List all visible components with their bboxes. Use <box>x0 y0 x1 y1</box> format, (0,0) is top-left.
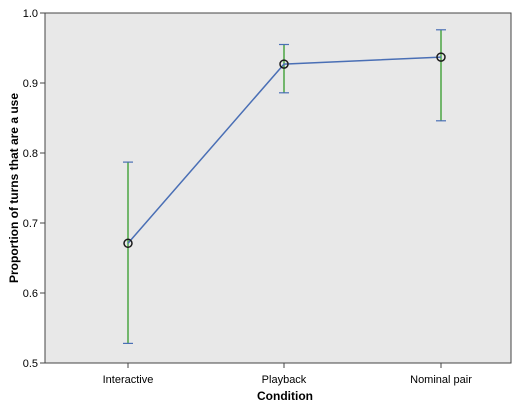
markers <box>123 52 446 249</box>
y-tick-label: 0.8 <box>23 148 38 160</box>
y-tick-label: 0.5 <box>23 358 38 370</box>
y-tick-label: 0.6 <box>23 288 38 300</box>
y-axis: 0.5 0.6 0.7 0.8 0.9 1.0 <box>23 8 45 370</box>
x-axis-title: Condition <box>257 389 313 403</box>
x-tick-label: Nominal pair <box>410 374 472 386</box>
y-tick-label: 0.9 <box>23 78 38 90</box>
mean-marker <box>279 59 289 69</box>
x-tick-label: Playback <box>262 374 307 386</box>
x-tick-label: Interactive <box>103 374 154 386</box>
y-tick-label: 0.7 <box>23 218 38 230</box>
mean-marker <box>123 238 133 249</box>
mean-line <box>127 56 442 244</box>
y-axis-title: Proportion of turns that are a use <box>7 93 21 283</box>
series-line <box>127 56 442 244</box>
error-bars <box>123 29 446 344</box>
x-axis: Interactive Playback Nominal pair <box>103 363 472 386</box>
y-tick-label: 1.0 <box>23 8 38 20</box>
mean-marker <box>436 52 446 62</box>
